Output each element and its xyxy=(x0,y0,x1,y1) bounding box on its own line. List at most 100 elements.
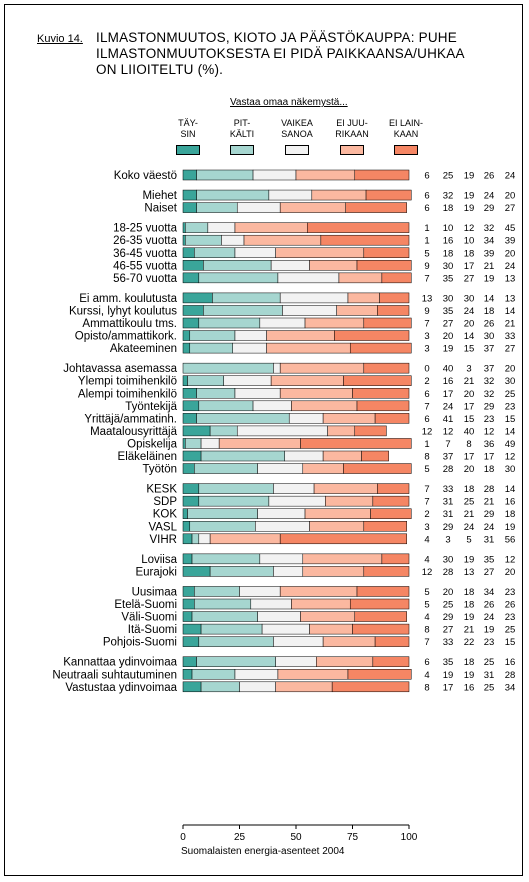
bar-segment xyxy=(273,483,315,494)
bar-segment xyxy=(255,521,310,532)
bar-segment xyxy=(279,362,365,374)
bar-segment xyxy=(182,305,204,316)
row-label: 36-45 vuotta xyxy=(113,248,178,260)
data-label: 45 xyxy=(505,223,516,234)
data-label: 8 xyxy=(424,625,429,636)
bar-segment xyxy=(200,623,263,635)
bar-segment xyxy=(194,598,252,610)
data-label: 7 xyxy=(424,484,429,495)
data-label: 29 xyxy=(443,522,454,533)
data-label: 6 xyxy=(424,203,429,214)
bar-segment xyxy=(270,260,310,271)
bar-segment xyxy=(182,169,197,181)
data-label: 15 xyxy=(464,344,475,355)
data-label: 39 xyxy=(484,248,495,259)
bar-segment xyxy=(334,330,410,341)
data-label: 31 xyxy=(443,509,454,520)
data-label: 2 xyxy=(424,509,429,520)
bar-segment xyxy=(198,400,254,412)
bar-segment xyxy=(182,553,193,565)
row-label: Maatalousyrittäjä xyxy=(90,426,178,438)
bar-segment xyxy=(196,189,270,201)
data-label: 31 xyxy=(443,497,454,508)
bar-segment xyxy=(185,234,222,246)
x-tick-label: 75 xyxy=(347,832,359,843)
data-label: 34 xyxy=(505,682,516,693)
data-label: 12 xyxy=(422,426,433,437)
bar-segment xyxy=(356,586,410,597)
data-label: 10 xyxy=(464,236,475,247)
data-label: 17 xyxy=(464,401,475,412)
bar-segment xyxy=(327,425,356,437)
data-label: 20 xyxy=(464,464,475,475)
bar-segment xyxy=(182,598,195,610)
bar-segment xyxy=(185,438,202,449)
data-label: 21 xyxy=(505,319,516,330)
row-label: Koko väestö xyxy=(114,170,177,182)
bar-segment xyxy=(309,521,365,532)
figure-title: ILMASTONMUUTOS, KIOTO JA PÄÄSTÖKAUPPA: P… xyxy=(96,30,516,78)
bar-segment xyxy=(182,566,211,577)
row-label: Väli-Suomi xyxy=(121,612,177,624)
row-label: VIHR xyxy=(150,534,177,546)
data-label: 20 xyxy=(505,191,516,202)
bar-segment xyxy=(291,400,358,412)
data-label: 8 xyxy=(424,682,429,693)
bar-segment xyxy=(257,508,306,519)
x-tick-label: 0 xyxy=(180,832,186,843)
bar-segment xyxy=(352,623,410,635)
bar-segment xyxy=(354,611,407,622)
bar-segment xyxy=(194,463,258,474)
bar-segment xyxy=(182,636,200,647)
bar-segment xyxy=(182,508,188,519)
bar-segment xyxy=(273,636,324,647)
bar-segment xyxy=(377,305,410,316)
data-label: 3 xyxy=(424,522,429,533)
data-label: 30 xyxy=(443,554,454,565)
bar-segment xyxy=(182,292,213,304)
bar-segment xyxy=(273,566,304,577)
data-label: 34 xyxy=(484,236,495,247)
data-label: 16 xyxy=(505,497,516,508)
data-label: 7 xyxy=(424,273,429,284)
bar-segment xyxy=(203,260,272,271)
bar-segment xyxy=(182,450,202,462)
data-label: 24 xyxy=(484,191,495,202)
data-label: 30 xyxy=(443,261,454,272)
data-label: 30 xyxy=(505,376,516,387)
data-label: 5 xyxy=(424,464,429,475)
row-label: SDP xyxy=(153,496,177,508)
data-label: 28 xyxy=(443,567,454,578)
data-label: 13 xyxy=(505,293,516,304)
data-label: 28 xyxy=(484,484,495,495)
bar-segment xyxy=(349,342,412,354)
bar-segment xyxy=(372,656,410,667)
bar-segment xyxy=(268,495,326,507)
data-label: 27 xyxy=(464,273,475,284)
legend-swatch-pitkalti xyxy=(230,145,254,155)
data-label: 37 xyxy=(484,364,495,375)
bar-segment xyxy=(322,450,362,462)
data-label: 13 xyxy=(505,273,516,284)
bar-segment xyxy=(203,305,283,316)
bar-segment xyxy=(185,222,209,233)
bar-segment xyxy=(304,508,371,519)
bar-segment xyxy=(182,342,191,354)
data-label: 37 xyxy=(443,452,454,463)
row-label: Vastustaa ydinvoimaa xyxy=(65,682,177,694)
data-label: 19 xyxy=(464,612,475,623)
bar-segment xyxy=(302,553,383,565)
data-label: 5 xyxy=(424,248,429,259)
data-label: 18 xyxy=(443,203,454,214)
row-label: Ylempi toimihenkilö xyxy=(78,376,177,388)
bar-segment xyxy=(200,681,240,693)
data-label: 20 xyxy=(505,567,516,578)
bar-segment xyxy=(196,202,238,213)
data-label: 7 xyxy=(424,319,429,330)
data-label: 14 xyxy=(505,484,516,495)
bar-segment xyxy=(218,438,301,449)
data-label: 16 xyxy=(505,657,516,668)
row-label: 18-25 vuotta xyxy=(113,223,178,235)
bar-segment xyxy=(189,342,233,354)
data-label: 24 xyxy=(464,306,475,317)
